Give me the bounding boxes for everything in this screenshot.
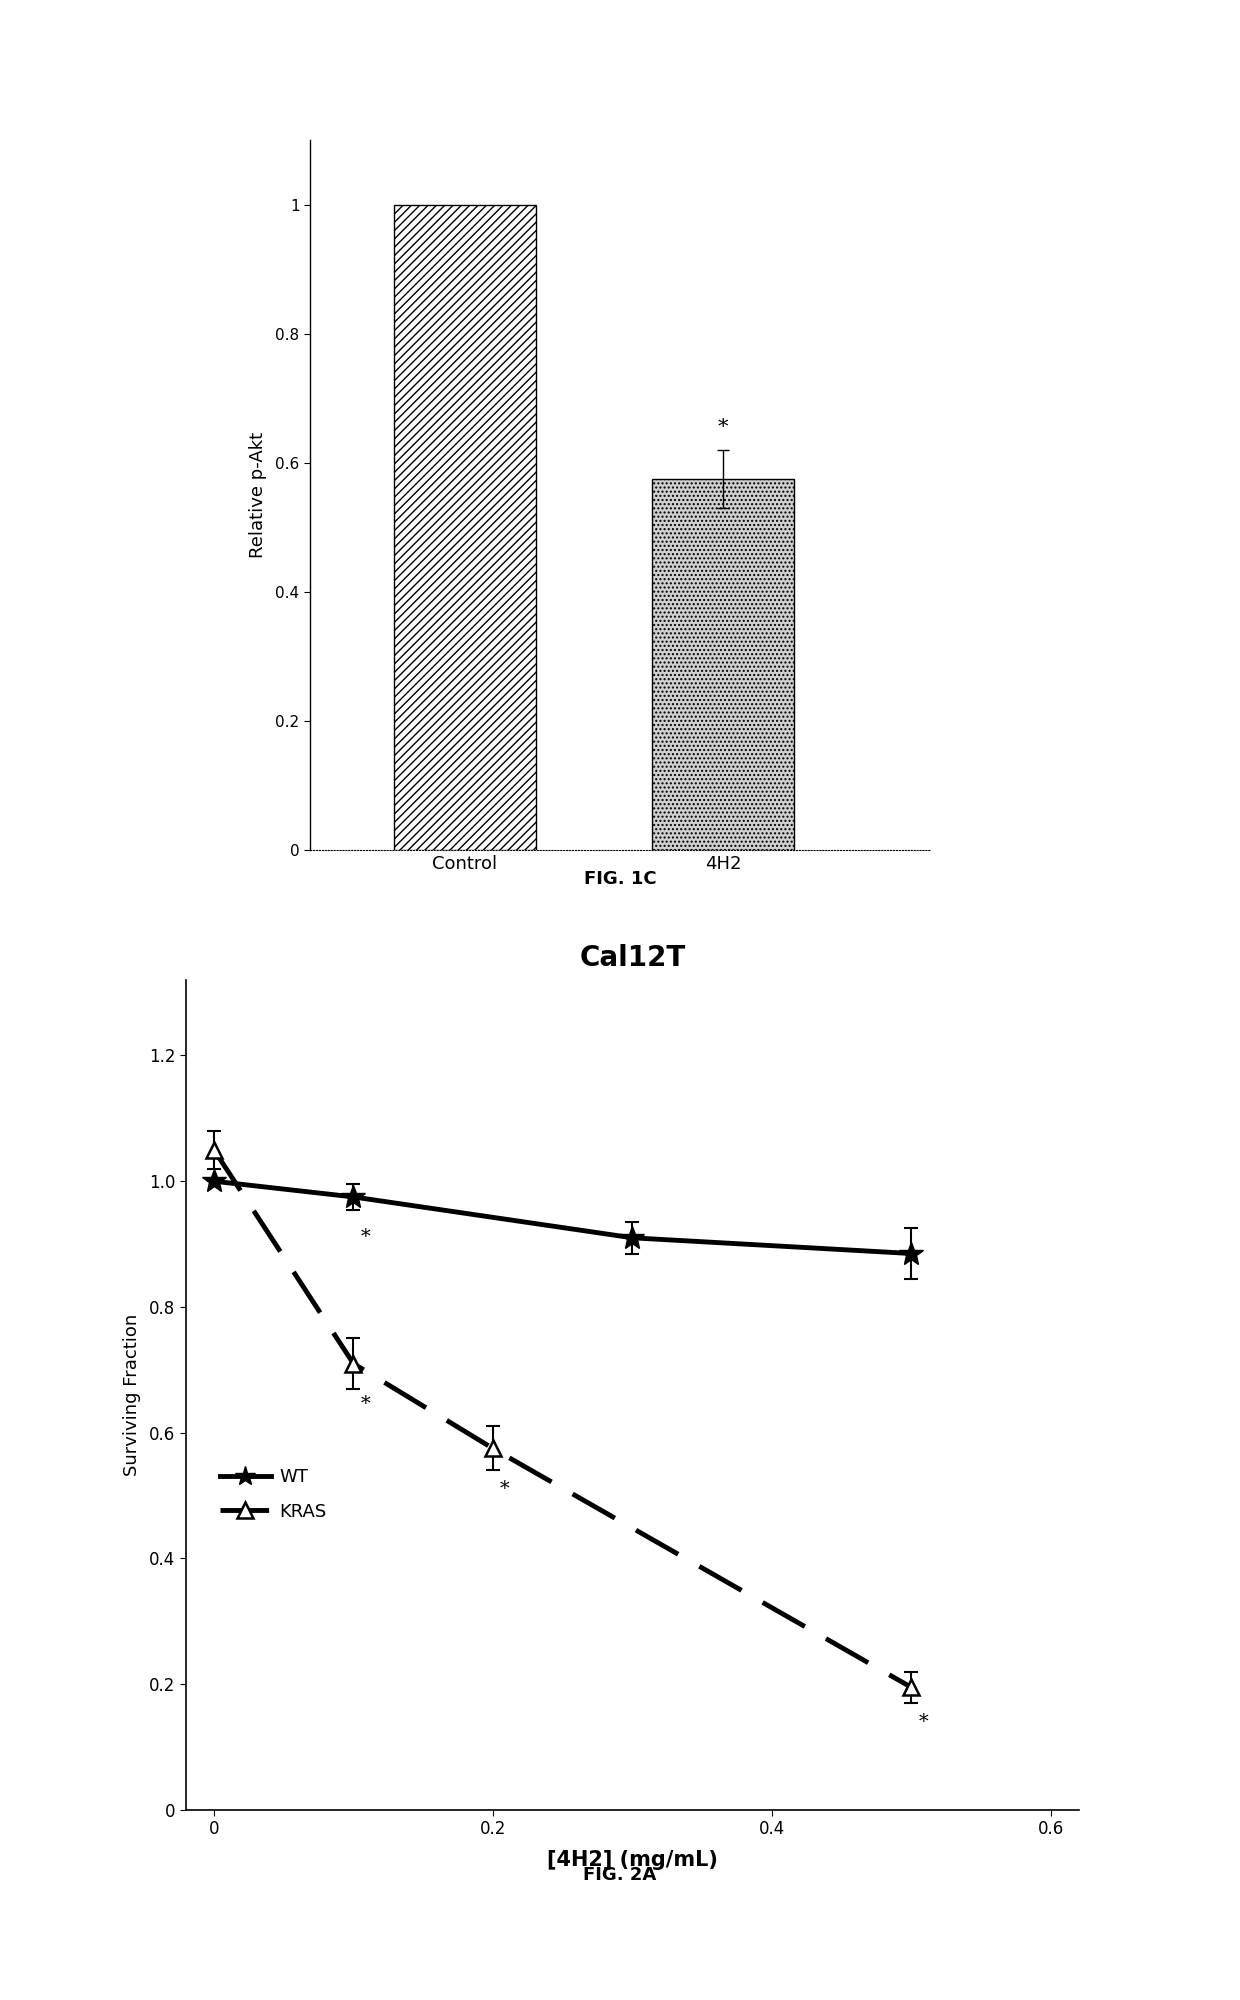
Text: *: * bbox=[718, 418, 729, 436]
Bar bbox=[394, 204, 536, 850]
Text: *: * bbox=[361, 1396, 370, 1412]
Text: FIG. 1C: FIG. 1C bbox=[584, 870, 656, 888]
Text: *: * bbox=[919, 1712, 928, 1730]
Title: Cal12T: Cal12T bbox=[579, 944, 686, 972]
Text: *: * bbox=[361, 1228, 370, 1246]
Legend: WT, KRAS: WT, KRAS bbox=[213, 1462, 334, 1528]
Y-axis label: Surviving Fraction: Surviving Fraction bbox=[123, 1314, 141, 1476]
X-axis label: [4H2] (mg/mL): [4H2] (mg/mL) bbox=[547, 1850, 718, 1870]
Text: FIG. 2A: FIG. 2A bbox=[583, 1866, 657, 1884]
Bar bbox=[652, 478, 795, 850]
Y-axis label: Relative p-Akt: Relative p-Akt bbox=[249, 432, 267, 558]
Text: *: * bbox=[500, 1480, 510, 1498]
